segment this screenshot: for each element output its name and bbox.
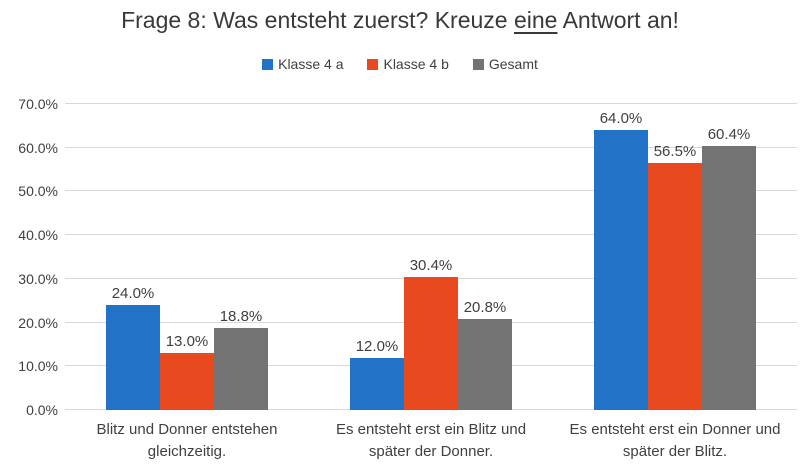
y-tick-label: 40.0% (18, 227, 58, 244)
bar (214, 327, 268, 410)
chart-title-text-before: Frage 8: Was entsteht zuerst? Kreuze (121, 7, 514, 33)
bar-group: 12.0% 30.4% 20.8% (309, 104, 553, 410)
bar (404, 277, 458, 410)
gridline (65, 103, 797, 104)
legend-item: Klasse 4 b (367, 56, 449, 72)
bar-column: 64.0% (594, 111, 648, 410)
bar-value-label: 64.0% (599, 110, 643, 128)
legend-swatch-icon (262, 58, 274, 70)
legend-item: Gesamt (472, 56, 538, 72)
y-axis: 0.0% 10.0% 20.0% 30.0% 40.0% 50.0% 60.0% 70.0% (0, 0, 58, 469)
bar (648, 163, 702, 410)
bar-column: 12.0% (350, 339, 404, 410)
legend-item: Klasse 4 a (262, 56, 343, 72)
bar-value-label: 12.0% (355, 337, 399, 355)
bar (594, 130, 648, 410)
bar-groups: 24.0% 13.0% 18.8% 12.0% 30.4% 20.8% 64.0% 56.5%… (65, 104, 797, 410)
bar-column: 60.4% (702, 127, 756, 410)
y-tick-label: 60.0% (18, 139, 58, 156)
legend-label: Klasse 4 a (278, 56, 344, 72)
bar-column: 56.5% (648, 144, 702, 410)
bar-value-label: 18.8% (219, 307, 263, 325)
legend-label: Klasse 4 b (383, 56, 449, 72)
y-tick-label: 0.0% (26, 402, 58, 418)
bar-value-label: 60.4% (707, 125, 751, 143)
bar-value-label: 30.4% (409, 257, 453, 275)
gridline (65, 234, 797, 236)
y-tick-label: 20.0% (18, 314, 58, 331)
y-tick-label: 50.0% (18, 183, 58, 200)
bar-column: 30.4% (404, 258, 458, 410)
bar-value-label: 24.0% (111, 285, 155, 303)
y-tick-label: 30.0% (18, 270, 58, 287)
chart-title: Frage 8: Was entsteht zuerst? Kreuze ein… (0, 7, 800, 34)
chart-title-underlined-word: eine (513, 7, 558, 33)
x-category-label: Es entsteht erst ein Donner und später d… (569, 421, 781, 460)
x-category-label: Es entsteht erst ein Blitz und später de… (335, 421, 527, 460)
legend: Klasse 4 a Klasse 4 b Gesamt (0, 56, 800, 72)
bar-column: 18.8% (214, 309, 268, 410)
bar (350, 357, 404, 410)
bar (160, 353, 214, 410)
chart-title-text-after: Antwort an! (557, 7, 679, 33)
bar-group: 64.0% 56.5% 60.4% (553, 104, 797, 410)
bar-group: 24.0% 13.0% 18.8% (65, 104, 309, 410)
plot-area: 24.0% 13.0% 18.8% 12.0% 30.4% 20.8% 64.0% 56.5%… (65, 103, 797, 410)
legend-label: Gesamt (488, 56, 538, 72)
bar-value-label: 56.5% (653, 143, 697, 161)
bar (702, 145, 756, 410)
gridline (65, 146, 797, 148)
y-tick-label: 70.0% (18, 96, 58, 112)
bar-value-label: 13.0% (165, 333, 209, 351)
bar-column: 13.0% (160, 334, 214, 410)
bar-column: 20.8% (458, 300, 512, 410)
legend-swatch-icon (367, 58, 379, 70)
x-category-label: Blitz und Donner entstehen gleichzeitig. (96, 421, 278, 460)
legend-swatch-icon (472, 58, 484, 70)
gridline (65, 190, 797, 192)
y-tick-label: 10.0% (18, 358, 58, 375)
bar-value-label: 20.8% (463, 299, 507, 317)
bar (458, 319, 512, 410)
bar-column: 24.0% (106, 286, 160, 410)
x-axis-category-labels: Blitz und Donner entstehen gleichzeitig.… (65, 419, 797, 463)
bar (106, 305, 160, 410)
